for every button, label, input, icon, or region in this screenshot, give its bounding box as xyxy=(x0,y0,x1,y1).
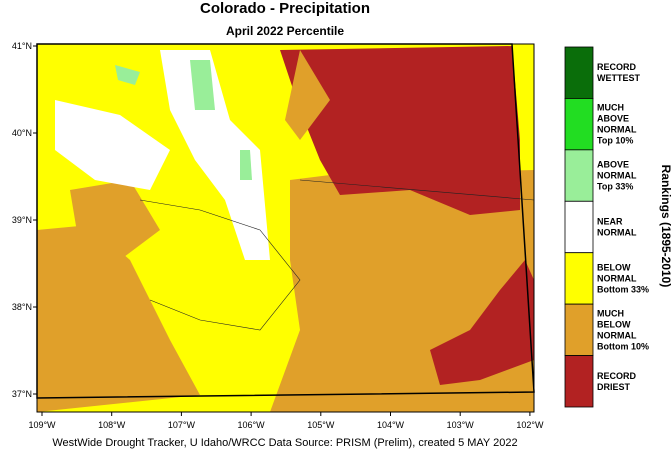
legend-label: ABOVE xyxy=(597,114,629,124)
legend-label: RECORD xyxy=(597,62,637,72)
lon-label: 103°W xyxy=(447,420,475,430)
legend-label: WETTEST xyxy=(597,73,640,83)
lon-label: 109°W xyxy=(28,420,56,430)
region-wet xyxy=(190,60,215,110)
legend-label: NORMAL xyxy=(597,273,637,283)
legend-label: RECORD xyxy=(597,371,637,381)
legend-swatch xyxy=(564,98,594,151)
legend-label: BELOW xyxy=(597,262,631,272)
legend-label: Top 10% xyxy=(597,136,633,146)
region-record-dry xyxy=(430,260,534,385)
lon-label: 107°W xyxy=(168,420,196,430)
legend-swatch xyxy=(564,303,594,356)
legend-label: Bottom 33% xyxy=(597,284,649,294)
title: Colorado - Precipitation xyxy=(200,0,370,17)
legend-swatch xyxy=(564,355,594,408)
legend-label: Bottom 10% xyxy=(597,341,649,351)
region-dry xyxy=(37,225,200,412)
legend-label: NORMAL xyxy=(597,171,637,181)
lat-label: 39°N xyxy=(12,215,32,225)
region-record-dry xyxy=(280,46,520,215)
legend-swatch xyxy=(564,46,594,99)
lon-label: 108°W xyxy=(98,420,126,430)
legend-label: MUCH xyxy=(597,103,624,113)
lat-label: 40°N xyxy=(12,128,32,138)
county-lines xyxy=(299,179,535,201)
lat-label: 38°N xyxy=(12,302,32,312)
lat-label: 41°N xyxy=(12,41,32,51)
legend-label: NORMAL xyxy=(597,125,637,135)
legend-swatch xyxy=(564,149,594,202)
lon-label: 106°W xyxy=(238,420,266,430)
lon-label: 102°W xyxy=(516,420,544,430)
legend-swatch xyxy=(564,252,594,305)
lon-label: 104°W xyxy=(377,420,405,430)
footer: WestWide Drought Tracker, U Idaho/WRCC D… xyxy=(52,437,517,449)
region-dry xyxy=(285,50,330,140)
map xyxy=(36,43,535,413)
legend-label: MUCH xyxy=(597,308,624,318)
region-normal xyxy=(55,100,170,190)
region-dry xyxy=(70,180,160,260)
legend-title: Rankings (1895-2010) xyxy=(659,165,671,288)
region-wet xyxy=(115,65,140,85)
legend-label: BELOW xyxy=(597,319,631,329)
legend-label: Top 33% xyxy=(597,182,633,192)
legend-label: ABOVE xyxy=(597,160,629,170)
lon-label: 105°W xyxy=(307,420,335,430)
subtitle: April 2022 Percentile xyxy=(226,24,344,38)
legend-label: NEAR xyxy=(597,217,623,227)
legend-label: NORMAL xyxy=(597,228,637,238)
lat-label: 37°N xyxy=(12,389,32,399)
county-lines xyxy=(139,199,301,331)
legend-label: NORMAL xyxy=(597,330,637,340)
legend-swatch xyxy=(564,200,594,254)
region-wet xyxy=(240,150,252,180)
map-frame xyxy=(36,43,535,413)
region-normal xyxy=(160,50,270,260)
legend-label: DRIEST xyxy=(597,382,631,392)
